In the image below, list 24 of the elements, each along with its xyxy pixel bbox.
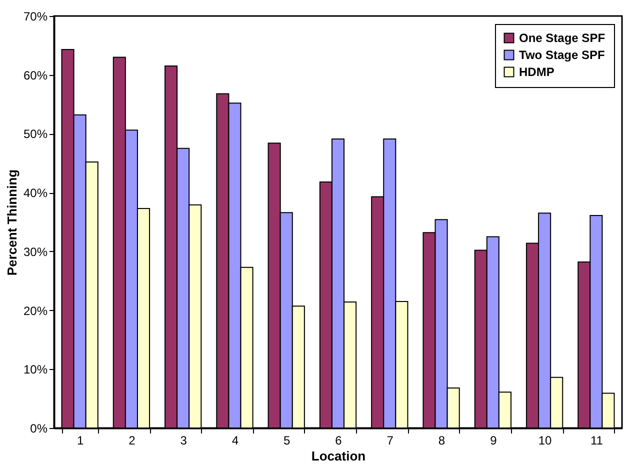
x-tick-label: 10	[538, 434, 552, 448]
x-axis-title: Location	[311, 448, 366, 464]
legend-label: Two Stage SPF	[519, 48, 605, 62]
y-tick-label: 10%	[23, 362, 48, 377]
x-tick-label: 2	[128, 434, 136, 448]
x-tick-label: 8	[438, 434, 446, 448]
y-tick-label: 70%	[23, 10, 48, 24]
y-tick-label: 0%	[30, 422, 48, 436]
x-tick-label: 1	[76, 434, 84, 448]
x-tick-label: 7	[386, 434, 394, 448]
x-tick-label: 6	[335, 434, 342, 448]
y-tick-label: 40%	[23, 186, 48, 200]
y-tick-label: 30%	[23, 244, 48, 259]
y-axis-title: Percent Thinning	[4, 169, 20, 276]
x-tick-label: 11	[590, 434, 604, 448]
y-tick-label: 60%	[23, 68, 48, 82]
x-tick-label: 3	[180, 434, 188, 448]
x-tick-label: 5	[284, 434, 291, 448]
y-tick-label: 20%	[23, 304, 48, 318]
y-tick-label: 50%	[23, 127, 48, 142]
legend-label: HDMP	[519, 65, 554, 79]
x-tick-label: 9	[490, 434, 498, 448]
legend-label: One Stage SPF	[519, 31, 606, 45]
x-tick-label: 4	[232, 434, 239, 448]
